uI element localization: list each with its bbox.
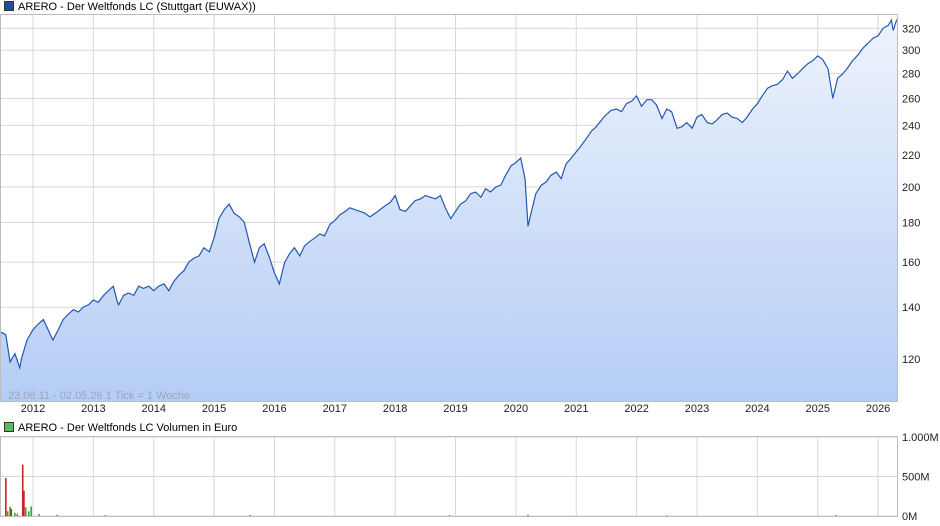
price-y-tick-220: 220 <box>902 150 920 162</box>
volume-plot-border <box>0 436 898 517</box>
price-y-tick-280: 280 <box>902 68 920 80</box>
volume-bar <box>6 511 9 516</box>
volume-bar <box>38 514 40 516</box>
x-tick-2026: 2026 <box>866 403 890 415</box>
volume-bar <box>24 507 27 516</box>
x-tick-2019: 2019 <box>443 403 467 415</box>
volume-bar <box>30 506 32 516</box>
volume-bar <box>23 490 25 516</box>
price-y-tick-240: 240 <box>902 120 920 132</box>
volume-bar <box>104 515 107 516</box>
price-y-tick-140: 140 <box>902 302 920 314</box>
volume-bar <box>10 508 13 516</box>
price-y-tick-200: 200 <box>902 182 920 194</box>
volume-bar <box>666 515 668 516</box>
volume-y-tick-1: 500M <box>902 472 930 484</box>
volume-bars <box>5 464 837 516</box>
x-tick-2022: 2022 <box>624 403 648 415</box>
x-tick-2020: 2020 <box>504 403 528 415</box>
range-info: 23.06.11 - 02.05.26 1 Tick = 1 Woche <box>8 390 190 402</box>
volume-y-tick-0: 0M <box>902 511 917 523</box>
x-axis: 2012 2013 2014 2015 2016 2017 2018 2019 2020 2021… <box>21 403 891 415</box>
price-y-tick-320: 320 <box>902 23 920 35</box>
x-tick-2021: 2021 <box>564 403 588 415</box>
x-tick-2025: 2025 <box>805 403 829 415</box>
volume-grid <box>1 436 898 517</box>
volume-bar <box>14 512 16 516</box>
volume-bar <box>5 478 7 516</box>
x-tick-2023: 2023 <box>685 403 709 415</box>
x-tick-2024: 2024 <box>745 403 769 415</box>
volume-y-tick-2: 1.000M <box>902 432 939 444</box>
x-tick-2013: 2013 <box>81 403 105 415</box>
price-plot-border <box>0 14 898 402</box>
price-y-tick-300: 300 <box>902 45 920 57</box>
volume-y-axis: 0M 500M 1.000M <box>902 432 939 523</box>
volume-bar <box>448 515 451 516</box>
price-y-tick-180: 180 <box>902 217 920 229</box>
price-y-axis: 120 140 160 180 200 220 240 260 280 300 320 <box>902 23 920 366</box>
volume-bar <box>527 514 529 516</box>
price-legend-label: ARERO - Der Weltfonds LC (Stuttgart (EUW… <box>18 1 256 13</box>
volume-bar <box>16 513 19 516</box>
price-area <box>1 18 898 401</box>
price-y-tick-260: 260 <box>902 93 920 105</box>
volume-legend: ARERO - Der Weltfonds LC Volumen in Euro <box>4 421 237 435</box>
volume-legend-label: ARERO - Der Weltfonds LC Volumen in Euro <box>18 422 238 434</box>
price-y-tick-120: 120 <box>902 354 920 366</box>
x-tick-2017: 2017 <box>323 403 347 415</box>
x-tick-2014: 2014 <box>141 403 165 415</box>
volume-bar <box>21 464 24 516</box>
x-tick-2012: 2012 <box>21 403 45 415</box>
x-tick-2016: 2016 <box>262 403 286 415</box>
volume-bar <box>27 511 30 516</box>
volume-legend-swatch <box>4 422 14 433</box>
x-tick-2018: 2018 <box>383 403 407 415</box>
price-line <box>0 17 899 370</box>
volume-bar <box>9 506 11 516</box>
volume-bar <box>249 515 252 516</box>
volume-bar <box>56 514 58 516</box>
price-y-tick-160: 160 <box>902 257 920 269</box>
volume-bar <box>835 515 837 516</box>
price-legend: ARERO - Der Weltfonds LC (Stuttgart (EUW… <box>4 0 256 14</box>
price-legend-swatch <box>4 1 14 12</box>
x-tick-2015: 2015 <box>202 403 226 415</box>
